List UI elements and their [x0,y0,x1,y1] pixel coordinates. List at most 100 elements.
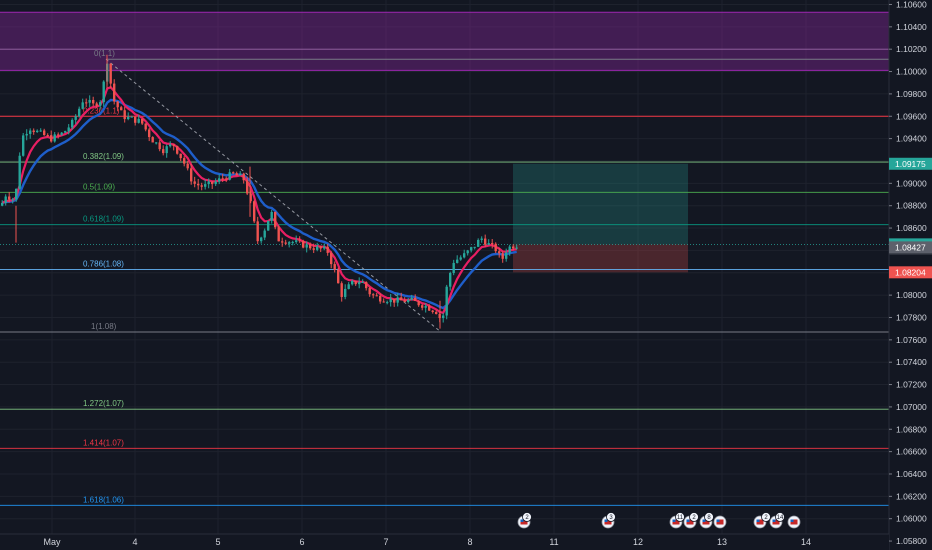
candle-body [207,181,210,185]
event-count-badge[interactable] [522,512,532,522]
candle-body [249,193,252,202]
event-count-badge[interactable] [775,512,785,522]
candle-body [421,305,424,308]
price-tag [889,266,932,279]
candle-body [382,301,385,303]
candle-body [312,248,315,250]
candle-body [64,131,67,133]
candle-body [508,246,511,253]
event-count-label: 2 [692,515,696,521]
fibonacci-retracement[interactable]: 0(1.1)0.236(1.1)0.382(1.09)0.5(1.09)0.61… [0,49,889,506]
price-tag [889,241,932,254]
candle-body [452,262,455,273]
candle-body [4,196,7,203]
time-tick-label: 8 [467,537,472,547]
event-count-label: 2 [525,515,529,521]
candle-body [232,172,235,174]
event-count-badge[interactable] [761,512,771,522]
candle-body [190,168,193,182]
event-count-label: 3 [609,515,613,521]
candle-body [57,134,60,136]
fib-level-label: 0.5(1.09) [83,182,115,191]
candle-body [428,305,431,311]
candle-body [60,132,63,135]
candle-body [176,145,179,154]
candle-body [386,302,389,304]
candle-body [78,108,81,117]
candle-body [414,297,417,301]
price-tick-label: 1.09400 [896,134,927,144]
ema-slow-line [1,98,517,310]
fib-level-label: 0(1.1) [94,49,115,58]
candle-body [179,153,182,159]
candle-body [235,173,238,176]
candle-body [155,142,158,144]
candle-body [144,123,147,130]
candle-body [456,259,459,263]
candle-body [102,81,105,103]
candle-body [242,173,245,181]
candle-body [459,257,462,260]
candle-body [361,282,364,284]
candle-body [200,185,203,187]
candle-body [344,288,347,297]
candle-body [501,253,504,259]
candle-body [130,116,133,118]
event-flag-canton [790,519,794,522]
candle-body [113,83,116,102]
price-tick-label: 1.09800 [896,89,927,99]
economic-events[interactable]: 2 3 11 2 8 2 14 [517,512,801,529]
candle-body [25,133,28,136]
candle-body [333,264,336,270]
candle-body [323,246,326,249]
candle-body [165,146,168,154]
time-axis[interactable]: May 4 5 6 7 8 11 12 13 14 [0,533,889,550]
candle-body [277,227,280,242]
candle-body [302,240,305,248]
candle-body [18,155,21,189]
event-flag-canton [686,519,690,522]
event-flag-icon[interactable] [787,515,801,529]
price-tick-label: 1.06000 [896,514,927,524]
price-tick-label: 1.10400 [896,22,927,32]
event-flag-canton [716,519,720,522]
candle-body [424,305,427,308]
candle-body [46,135,49,137]
candle-body [442,315,445,319]
candle-body [120,107,123,111]
supply-zone [0,12,889,71]
candle-body [375,295,378,297]
candle-body [284,242,287,244]
event-flag-stripe [672,519,680,525]
price-axis[interactable]: 1.10600 1.10400 1.10200 1.10000 1.09800 1.096… [888,0,932,550]
trend-line[interactable] [105,58,442,333]
candle-body [403,300,406,302]
event-flag-canton [604,519,608,522]
event-count-badge[interactable] [675,512,685,522]
candle-body [330,252,333,265]
candle-body [410,297,413,300]
candle-body [43,130,46,136]
candle-body [116,101,119,108]
candle-body [85,102,88,104]
candle-body [260,237,263,242]
event-count-badge[interactable] [689,512,699,522]
candle-body [316,246,319,250]
candle-body [134,116,137,123]
event-count-badge[interactable] [606,512,616,522]
candle-body [67,127,70,132]
candle-body [288,242,291,244]
event-count-label: 2 [764,515,768,521]
candle-body [473,246,476,248]
price-tick-label: 1.10200 [896,44,927,54]
event-count-badge[interactable] [704,512,714,522]
candle-body [487,243,490,245]
candle-body [183,158,186,164]
event-flag-icon[interactable] [713,515,727,529]
candle-body [256,221,259,242]
candle-body [368,288,371,295]
candle-body [270,211,273,221]
candle-body [71,119,74,128]
